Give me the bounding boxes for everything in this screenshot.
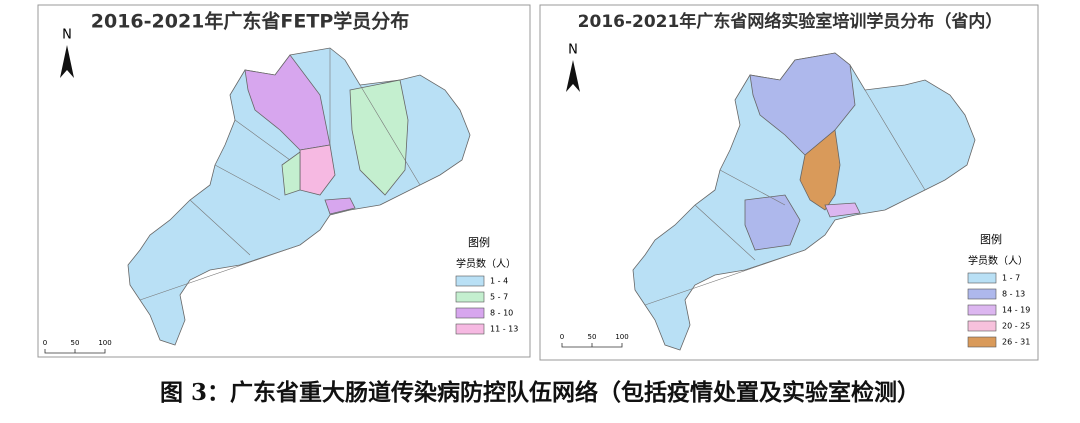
scale-label: 100 — [615, 333, 628, 341]
scale-bar — [44, 349, 106, 354]
legend-label: 1 - 7 — [1002, 274, 1020, 283]
map — [632, 52, 976, 351]
legend-swatch — [967, 288, 997, 300]
legend-swatch — [455, 307, 485, 319]
north-arrow: N — [566, 43, 580, 92]
legend-label: 20 - 25 — [1002, 322, 1030, 331]
legend-label: 8 - 10 — [490, 309, 513, 318]
scale-bar — [561, 343, 623, 348]
caption: 图 3：广东省重大肠道传染病防控队伍网络（包括疫情处置及实验室检测） — [160, 379, 920, 406]
legend-label: 14 - 19 — [1002, 306, 1030, 315]
map — [127, 47, 471, 346]
scale-label: 0 — [560, 333, 564, 341]
map-title: 2016-2021年广东省FETP学员分布 — [91, 10, 410, 33]
scale-label: 50 — [71, 339, 80, 347]
north-label: N — [568, 43, 578, 58]
legend-label: 1 - 4 — [490, 277, 508, 286]
scale-label: 50 — [588, 333, 597, 341]
legend-swatch — [967, 336, 997, 348]
legend-label: 26 - 31 — [1002, 338, 1030, 347]
legend-label: 5 - 7 — [490, 293, 508, 302]
legend-swatch — [967, 304, 997, 316]
north-label: N — [62, 28, 72, 43]
north-arrow: N — [60, 28, 74, 78]
legend-swatch — [967, 272, 997, 284]
legend-label: 11 - 13 — [490, 325, 518, 334]
legend-swatch — [455, 275, 485, 287]
scale-label: 0 — [43, 339, 47, 347]
map-title: 2016-2021年广东省网络实验室培训学员分布（省内） — [578, 11, 1003, 32]
legend-swatch — [967, 320, 997, 332]
legend-subtitle: 学员数（人） — [968, 254, 1028, 267]
legend-subtitle: 学员数（人） — [456, 257, 516, 270]
legend-title: 图例 — [980, 232, 1002, 246]
legend-title: 图例 — [468, 235, 490, 249]
legend-label: 8 - 13 — [1002, 290, 1025, 299]
legend-swatch — [455, 291, 485, 303]
legend-swatch — [455, 323, 485, 335]
scale-label: 100 — [98, 339, 111, 347]
